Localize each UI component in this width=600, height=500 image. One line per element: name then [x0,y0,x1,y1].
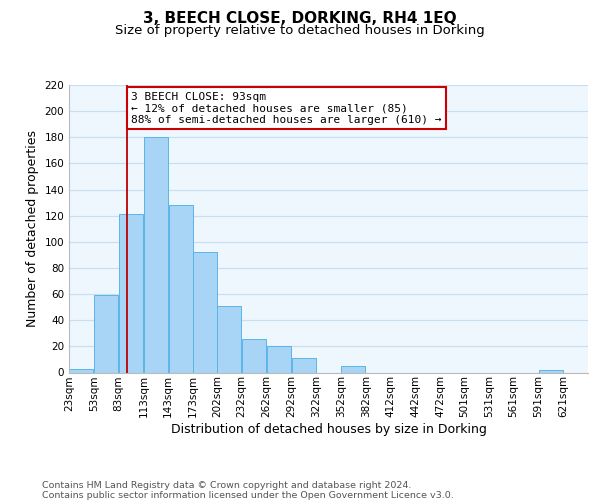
Text: Size of property relative to detached houses in Dorking: Size of property relative to detached ho… [115,24,485,37]
Bar [341,366,365,372]
Bar [292,358,316,372]
Bar [267,346,291,372]
Text: Contains public sector information licensed under the Open Government Licence v3: Contains public sector information licen… [42,491,454,500]
Y-axis label: Number of detached properties: Number of detached properties [26,130,39,327]
Text: 3 BEECH CLOSE: 93sqm
← 12% of detached houses are smaller (85)
88% of semi-detac: 3 BEECH CLOSE: 93sqm ← 12% of detached h… [131,92,442,124]
Bar [144,138,168,372]
Bar [119,214,143,372]
Bar [193,252,217,372]
Bar [169,205,193,372]
X-axis label: Distribution of detached houses by size in Dorking: Distribution of detached houses by size … [170,423,487,436]
Bar [70,368,94,372]
Text: 3, BEECH CLOSE, DORKING, RH4 1EQ: 3, BEECH CLOSE, DORKING, RH4 1EQ [143,11,457,26]
Bar [94,296,118,372]
Bar [217,306,241,372]
Text: Contains HM Land Registry data © Crown copyright and database right 2024.: Contains HM Land Registry data © Crown c… [42,481,412,490]
Bar [242,338,266,372]
Bar [539,370,563,372]
